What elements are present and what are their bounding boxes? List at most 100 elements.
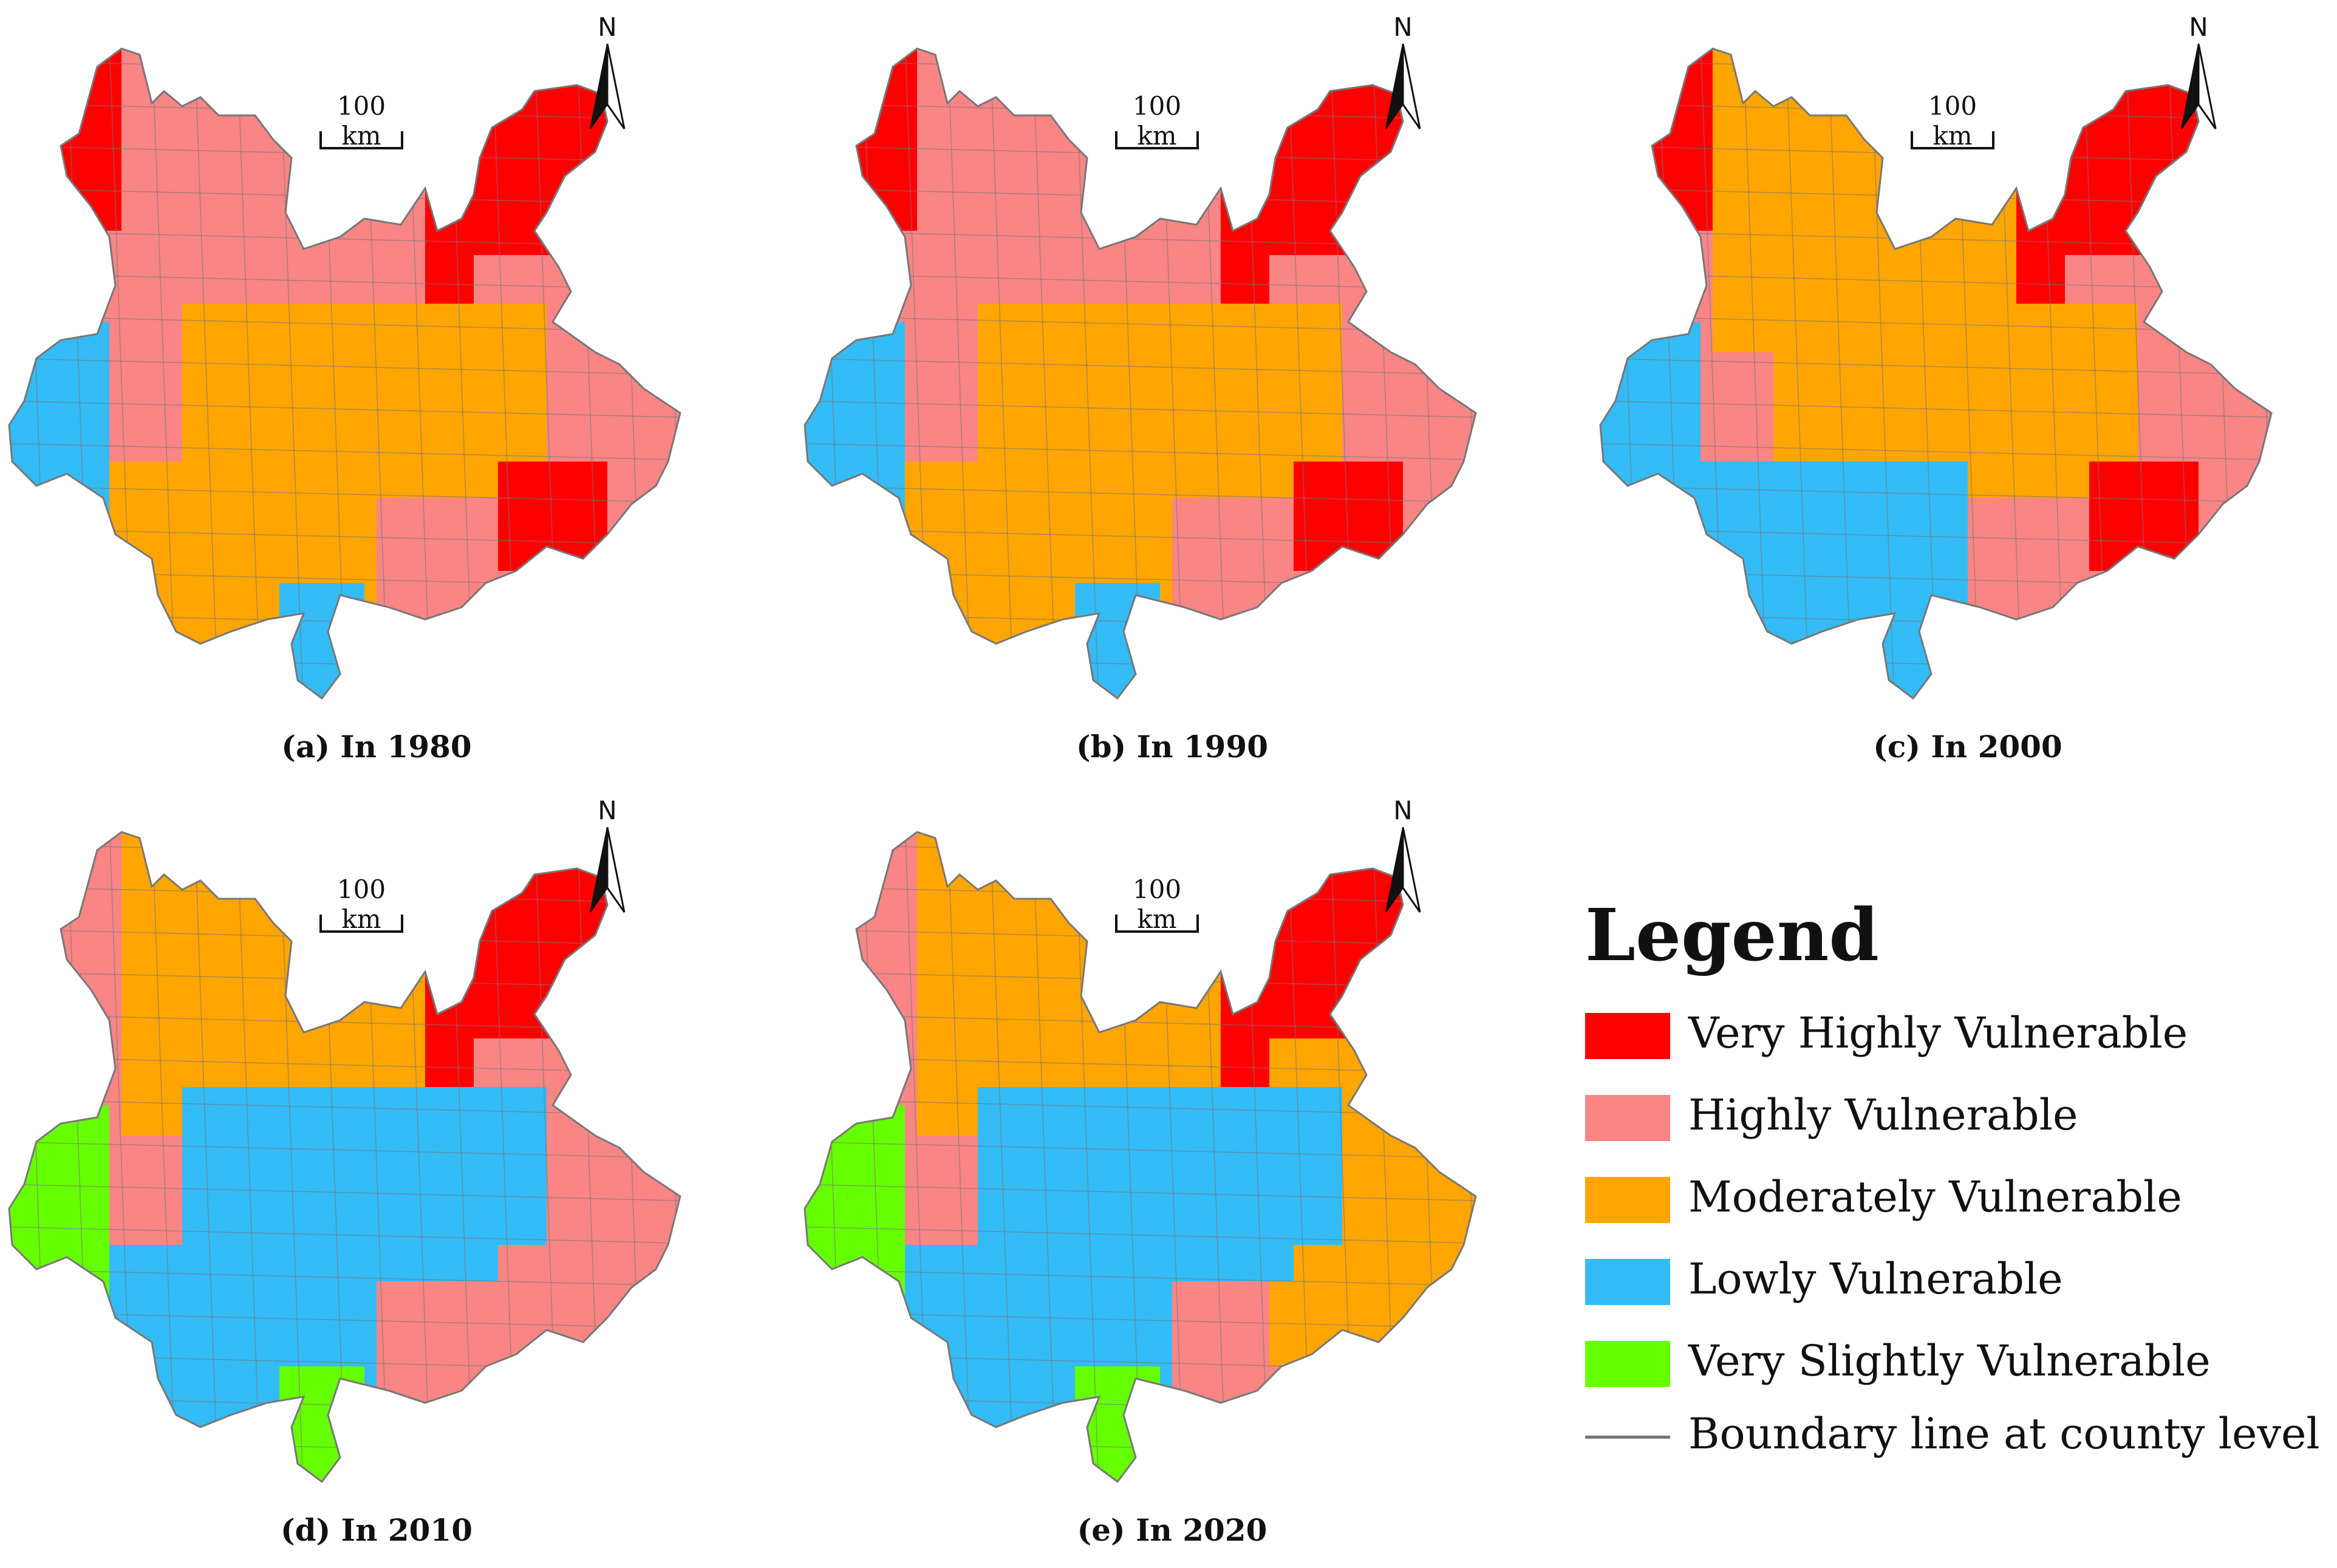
north-label: N — [2189, 12, 2208, 42]
county-region — [905, 462, 1172, 644]
north-label: N — [1393, 796, 1413, 825]
county-boundary — [1600, 485, 2271, 505]
county-boundary — [1600, 655, 2271, 675]
county-region — [1294, 1245, 1403, 1354]
county-boundary — [9, 655, 680, 675]
panel-caption: (d) In 2010 — [281, 1512, 473, 1548]
choropleth-map — [803, 820, 1524, 1506]
county-boundary — [805, 655, 1476, 675]
county-boundary — [705, 36, 729, 723]
legend-swatch-moderate — [1585, 1177, 1670, 1223]
county-boundary — [9, 1226, 680, 1246]
county-boundary — [236, 49, 262, 698]
legend-item-high: Highly Vulnerable — [1585, 1084, 2332, 1151]
county-boundary — [805, 1481, 1476, 1482]
north-arrow-icon: N — [2168, 12, 2229, 134]
county-region — [182, 1087, 547, 1281]
panel-caption: (a) In 1980 — [281, 729, 472, 765]
legend-item-very-slight: Very Slightly Vulnerable — [1585, 1330, 2332, 1397]
county-boundary — [1032, 49, 1057, 698]
legend: Legend Very Highly Vulnerable Highly Vul… — [1579, 893, 2332, 1500]
county-region — [978, 1087, 1342, 1281]
county-region — [805, 322, 905, 522]
map-panel-e: 100 km N (e) In 2020 — [796, 796, 1549, 1549]
legend-label-high: Highly Vulnerable — [1688, 1090, 2078, 1140]
county-region — [1294, 462, 1403, 571]
county-region — [498, 1245, 607, 1354]
scale-bar-label: 100 km — [336, 91, 386, 151]
choropleth-map — [796, 47, 1549, 717]
county-boundary — [9, 400, 680, 420]
north-label: N — [598, 12, 617, 42]
county-boundary — [805, 1439, 1476, 1458]
county-region — [498, 462, 607, 571]
county-boundary — [9, 1184, 680, 1203]
county-boundary — [705, 820, 729, 1506]
legend-line-boundary — [1585, 1436, 1670, 1439]
north-arrow-icon: N — [1373, 796, 1433, 917]
county-boundary — [1500, 820, 1524, 1506]
county-region — [1600, 322, 1701, 522]
county-boundary — [2296, 36, 2320, 723]
legend-label-boundary: Boundary line at county level — [1688, 1409, 2320, 1459]
county-boundary — [947, 49, 972, 698]
legend-label-very-slight: Very Slightly Vulnerable — [1688, 1336, 2211, 1386]
county-region — [905, 1245, 1172, 1427]
legend-swatch-low — [1585, 1259, 1670, 1305]
legend-swatch-high — [1585, 1095, 1670, 1141]
map-panel-d: 100 km N (d) In 2010 — [0, 796, 753, 1549]
panel-caption: (c) In 2000 — [1873, 729, 2062, 765]
county-boundary — [1600, 400, 2271, 420]
north-label: N — [1393, 12, 1413, 42]
choropleth-map — [0, 36, 753, 723]
county-boundary — [9, 485, 680, 505]
legend-swatch-very-slight — [1585, 1341, 1670, 1387]
county-boundary — [1600, 613, 2271, 632]
county-boundary — [9, 1439, 680, 1458]
county-boundary — [9, 613, 680, 632]
legend-title: Legend — [1585, 893, 1879, 977]
county-boundary — [1457, 832, 1476, 1482]
county-boundary — [796, 698, 1549, 717]
county-boundary — [1600, 443, 2271, 462]
map-panel-a: 100 km N (a) In 1980 — [0, 12, 753, 765]
county-boundary — [1591, 698, 2337, 717]
map-panel-b: 100 km N (b) In 1990 — [796, 12, 1549, 765]
county-boundary — [9, 443, 680, 462]
scale-bar-label: 100 km — [1132, 91, 1182, 151]
county-boundary — [9, 1396, 680, 1416]
north-arrow-icon: N — [1373, 12, 1433, 134]
choropleth-map — [8, 820, 729, 1506]
county-boundary — [0, 698, 753, 717]
county-region — [978, 304, 1342, 498]
county-boundary — [9, 1269, 680, 1288]
county-boundary — [805, 443, 1476, 462]
north-arrow-icon: N — [577, 796, 638, 917]
legend-item-moderate: Moderately Vulnerable — [1585, 1166, 2332, 1233]
county-boundary — [1457, 49, 1476, 698]
scale-bar-line — [319, 915, 403, 933]
county-boundary — [151, 49, 177, 698]
county-boundary — [151, 832, 177, 1482]
county-region — [805, 1105, 905, 1306]
county-region — [9, 322, 109, 522]
county-boundary — [1827, 49, 1853, 698]
county-region — [1701, 462, 1968, 644]
county-boundary — [947, 832, 972, 1482]
county-boundary — [805, 485, 1476, 505]
scale-bar-line — [1115, 915, 1199, 933]
map-panel-c: 100 km N (c) In 2000 — [1591, 12, 2337, 765]
scale-bar-line — [1911, 131, 1994, 149]
scale-bar-label: 100 km — [1132, 874, 1182, 934]
legend-item-very-high: Very Highly Vulnerable — [1585, 1002, 2332, 1069]
choropleth-map — [1591, 36, 2337, 723]
county-boundary — [9, 1481, 680, 1482]
legend-item-low: Lowly Vulnerable — [1585, 1248, 2332, 1315]
legend-label-low: Lowly Vulnerable — [1688, 1254, 2063, 1304]
north-arrow-icon: N — [577, 12, 638, 134]
county-region — [2089, 462, 2199, 571]
legend-item-boundary: Boundary line at county level — [1585, 1403, 2332, 1470]
county-region — [109, 1245, 377, 1427]
county-boundary — [805, 1226, 1476, 1246]
county-boundary — [661, 49, 680, 698]
